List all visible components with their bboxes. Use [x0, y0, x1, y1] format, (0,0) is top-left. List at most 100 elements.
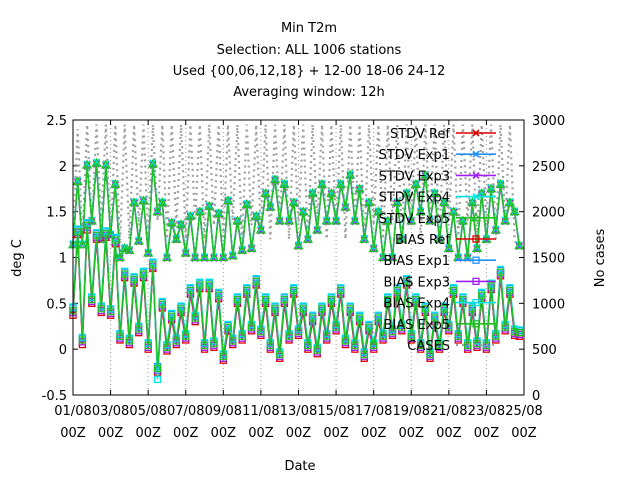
point-stdv-exp5 [77, 239, 88, 249]
x-tick-label-hour: 00Z [286, 426, 312, 441]
point-bias-exp5 [473, 340, 481, 348]
point-stdv-exp5 [406, 215, 417, 225]
point-stdv-exp4 [393, 198, 401, 206]
point-bias-exp5 [412, 296, 420, 304]
point-stdv-exp5 [138, 195, 149, 205]
point-stdv-exp5 [302, 233, 314, 243]
point-stdv-exp5 [100, 159, 112, 169]
point-bias-exp5 [125, 337, 134, 345]
point-stdv-exp4 [92, 158, 101, 166]
point-stdv-exp5 [133, 235, 144, 245]
point-bias-exp5 [224, 323, 232, 331]
x-tick-label-hour: 00Z [211, 426, 237, 441]
x-tick-label-hour: 00Z [173, 426, 199, 441]
chart-title: Min T2m Selection: ALL 1006 stations Use… [173, 21, 446, 100]
legend-label-stdv-ref: STDV Ref [390, 127, 450, 142]
point-stdv-exp4 [111, 179, 119, 187]
point-stdv-exp4 [412, 179, 420, 187]
point-bias-exp5 [229, 337, 237, 345]
point-stdv-exp5 [171, 233, 182, 243]
point-stdv-exp5 [429, 188, 440, 197]
point-bias-exp5 [144, 341, 152, 350]
point-stdv-exp4 [271, 175, 279, 183]
point-bias-exp5 [116, 332, 124, 340]
point-stdv-exp4 [215, 209, 223, 217]
title-line-1: Min T2m [281, 21, 337, 36]
point-stdv-exp5 [439, 197, 450, 207]
point-stdv-exp5 [359, 233, 370, 243]
x-tick-label-hour: 00Z [60, 426, 86, 441]
point-stdv-exp5 [114, 252, 126, 262]
point-bias-exp5 [191, 314, 199, 322]
point-bias-exp5 [398, 323, 406, 331]
series-layer [67, 124, 525, 384]
point-stdv-exp4 [431, 188, 439, 196]
point-bias-exp5 [294, 328, 303, 336]
point-stdv-exp5 [377, 252, 389, 262]
point-bias-exp5 [219, 352, 227, 361]
point-bias-exp5 [182, 332, 190, 340]
point-bias-exp5 [177, 305, 185, 313]
point-bias-exp5 [135, 325, 143, 333]
x-tick-label-hour: 00Z [474, 426, 500, 441]
point-bias-exp5 [186, 286, 195, 295]
point-stdv-exp5 [298, 206, 309, 216]
point-stdv-exp5 [157, 197, 168, 207]
point-bias-exp5 [440, 305, 448, 313]
point-stdv-exp4 [440, 198, 448, 206]
point-stdv-exp5 [204, 200, 215, 210]
x-tick-label-hour: 00Z [511, 426, 537, 441]
point-stdv-exp4 [327, 188, 335, 196]
point-stdv-exp5 [316, 178, 328, 188]
x-tick-label-hour: 00Z [361, 426, 387, 441]
point-stdv-exp5 [241, 199, 252, 208]
legend-marker-stdv-exp1 [472, 150, 480, 158]
point-bias-exp5 [365, 323, 373, 331]
point-stdv-exp5 [265, 201, 276, 211]
point-stdv-exp5 [387, 252, 398, 262]
point-bias-exp5 [205, 281, 213, 289]
point-stdv-exp5 [368, 243, 379, 252]
x-tick-label-date: 07/08 [167, 404, 204, 419]
point-stdv-exp5 [410, 178, 422, 188]
point-bias-exp5 [393, 286, 401, 295]
point-stdv-exp4 [177, 220, 185, 228]
y2-tick-label: 1500 [532, 252, 565, 267]
y-tick-label: 0.5 [46, 297, 67, 312]
point-stdv-exp5 [373, 206, 384, 216]
point-stdv-exp4 [149, 159, 157, 167]
point-bias-exp5 [83, 221, 91, 230]
point-bias-exp5 [172, 337, 181, 345]
point-bias-exp5 [78, 336, 87, 344]
point-bias-exp5 [200, 341, 209, 350]
point-bias-exp5 [313, 346, 321, 354]
point-bias-exp5 [271, 305, 279, 313]
point-bias-exp5 [327, 296, 336, 304]
point-bias-exp5 [92, 231, 101, 240]
point-stdv-exp4 [346, 170, 354, 178]
legend-marker-bias-exp1 [472, 256, 480, 264]
point-bias-exp5 [332, 323, 340, 331]
x-tick-label-hour: 00Z [248, 426, 274, 441]
point-bias-exp5 [506, 286, 514, 295]
point-stdv-exp5 [222, 195, 234, 205]
point-stdv-exp4 [262, 188, 270, 196]
point-stdv-exp4 [83, 160, 91, 168]
point-bias-exp5 [355, 314, 364, 322]
x-tick-label-hour: 00Z [135, 426, 161, 441]
point-bias-exp5 [88, 296, 96, 304]
x-tick-label-date: 03/08 [92, 404, 129, 419]
point-stdv-exp5 [382, 215, 393, 225]
point-bias-exp5 [261, 296, 270, 304]
point-stdv-exp5 [213, 208, 224, 218]
x-tick-label-date: 17/08 [355, 404, 392, 419]
point-stdv-exp4 [139, 196, 148, 204]
point-stdv-exp4 [290, 198, 298, 206]
series-line-cases [71, 124, 521, 254]
point-stdv-exp4 [449, 207, 458, 215]
legend-marker-bias-exp4 [472, 298, 480, 307]
point-stdv-exp4 [233, 216, 241, 224]
series-line-stdv-exp5 [72, 163, 520, 261]
point-stdv-exp5 [232, 215, 243, 225]
point-bias-exp5 [318, 305, 326, 313]
